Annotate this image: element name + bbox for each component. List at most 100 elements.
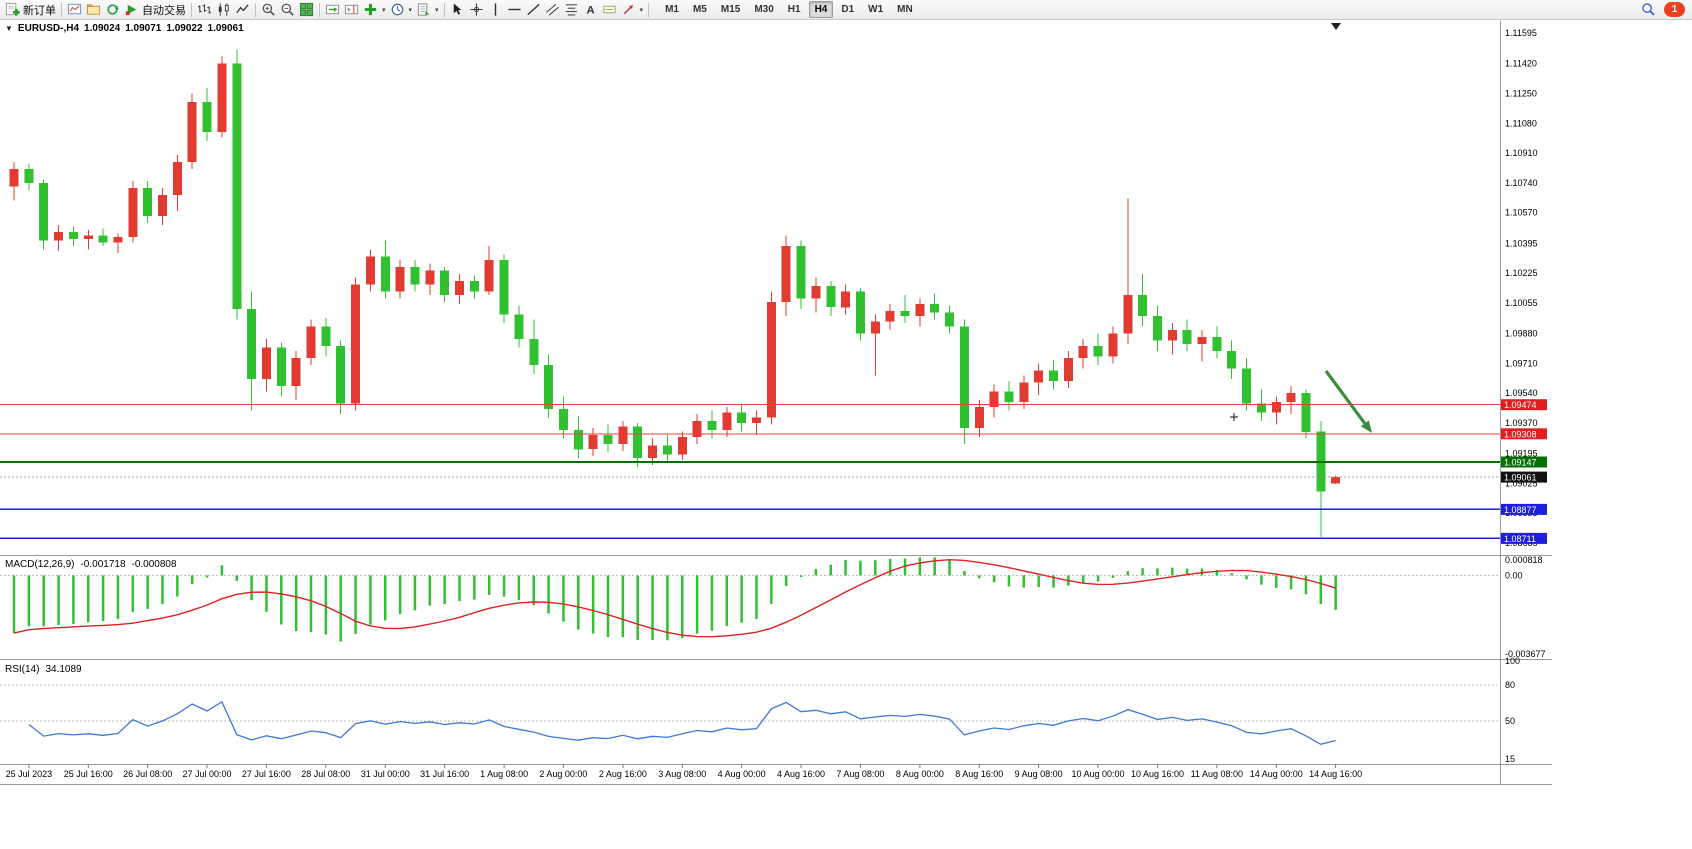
timeframe-button-d1[interactable]: D1 xyxy=(841,4,855,15)
autotrading-button[interactable]: 自动交易 xyxy=(122,1,188,19)
vertical-line-tool-button[interactable] xyxy=(486,1,505,19)
timeframe-button-m5[interactable]: M5 xyxy=(692,4,707,15)
refresh-button[interactable] xyxy=(103,1,122,19)
toolbar-separator xyxy=(255,2,256,17)
profiles-button[interactable] xyxy=(84,1,103,19)
macd-main-value: -0.001718 xyxy=(80,559,126,570)
tile-windows-button[interactable] xyxy=(297,1,316,19)
time-axis[interactable]: 25 Jul 2023 25 Jul 16:00 26 Jul 08:00 27 Ju… xyxy=(6,764,1363,780)
svg-text:3 Aug 08:00: 3 Aug 08:00 xyxy=(658,769,706,779)
timeframe-button-m30[interactable]: M30 xyxy=(754,4,774,15)
svg-text:25 Jul 16:00: 25 Jul 16:00 xyxy=(64,769,113,779)
macd-title: MACD(12,26,9) xyxy=(5,559,75,570)
svg-text:14 Aug 00:00: 14 Aug 00:00 xyxy=(1250,769,1303,779)
rsi-scale[interactable]: 100 80 50 15 xyxy=(1505,656,1520,764)
channel-icon xyxy=(545,3,559,16)
svg-text:11 Aug 08:00: 11 Aug 08:00 xyxy=(1191,769,1243,779)
candlestick-chart-button[interactable] xyxy=(214,1,233,19)
auto-scroll-button[interactable] xyxy=(323,1,342,19)
svg-text:1.10570: 1.10570 xyxy=(1505,208,1538,218)
zoom-in-button[interactable] xyxy=(259,1,278,19)
timeframe-button-m1[interactable]: M1 xyxy=(665,4,679,15)
svg-text:1.09370: 1.09370 xyxy=(1505,418,1538,428)
text-label-icon xyxy=(602,5,616,14)
tile-windows-icon xyxy=(299,2,314,17)
new-order-label: 新订单 xyxy=(23,4,56,17)
timeframe-button-m15[interactable]: M15 xyxy=(720,4,741,15)
toolbar-separator xyxy=(443,2,445,17)
price-lines-layer[interactable] xyxy=(0,404,1500,540)
svg-text:1 Aug 08:00: 1 Aug 08:00 xyxy=(480,769,528,779)
svg-text:28 Jul 08:00: 28 Jul 08:00 xyxy=(301,769,350,779)
templates-button[interactable]: ▾ xyxy=(414,1,441,19)
indicators-button[interactable]: ▾ xyxy=(361,1,388,19)
line-chart-button[interactable] xyxy=(233,1,252,19)
svg-text:1.10740: 1.10740 xyxy=(1505,178,1538,188)
toolbar-right: 1 xyxy=(1639,1,1689,19)
macd-indicator-label: MACD(12,26,9) -0.001718 -0.000808 xyxy=(5,559,177,570)
dropdown-caret-icon: ▾ xyxy=(408,6,413,14)
label-tool-button[interactable] xyxy=(600,1,619,19)
zoom-out-button[interactable] xyxy=(278,1,297,19)
new-chart-button[interactable] xyxy=(65,1,84,19)
crosshair-icon xyxy=(469,3,483,16)
fibonacci-tool-button[interactable] xyxy=(562,1,581,19)
svg-text:1.09710: 1.09710 xyxy=(1505,358,1538,368)
new-order-button[interactable]: 新订单 xyxy=(3,1,58,19)
search-button[interactable] xyxy=(1639,1,1658,19)
trendline-tool-button[interactable] xyxy=(524,1,543,19)
svg-text:15: 15 xyxy=(1505,754,1515,764)
timeframe-button-mn[interactable]: MN xyxy=(897,4,913,15)
svg-text:1.09540: 1.09540 xyxy=(1505,388,1538,398)
dropdown-caret-icon: ▾ xyxy=(639,6,644,14)
chart-collapse-icon[interactable]: ▼ xyxy=(5,24,13,33)
vertical-line-icon xyxy=(494,3,496,16)
rsi-indicator-label: RSI(14) 34.1089 xyxy=(5,664,82,675)
search-icon xyxy=(1642,3,1655,16)
svg-text:0.000818: 0.000818 xyxy=(1505,555,1543,565)
cursor-icon xyxy=(453,3,461,15)
annotations-layer[interactable] xyxy=(1230,370,1372,433)
arrows-tool-button[interactable]: ▾ xyxy=(619,1,646,19)
candles-layer xyxy=(9,49,1341,537)
price-tag-layer: 1.09474 1.09308 1.09147 1.09061 1.08877 1.087… xyxy=(1501,399,1547,544)
text-icon: A xyxy=(586,5,594,17)
chart-shift-marker[interactable] xyxy=(1331,23,1341,30)
macd-scale[interactable]: 0.000818 0.00 -0.003677 xyxy=(1505,555,1546,659)
svg-text:1.09880: 1.09880 xyxy=(1505,329,1538,339)
svg-text:1.09025: 1.09025 xyxy=(1505,478,1538,488)
auto-scroll-icon xyxy=(325,4,340,15)
chart-shift-icon xyxy=(344,4,359,15)
channel-tool-button[interactable] xyxy=(543,1,562,19)
periods-button[interactable]: ▾ xyxy=(388,1,415,19)
ohlc-close: 1.09061 xyxy=(207,23,244,34)
timeframe-button-w1[interactable]: W1 xyxy=(868,4,884,15)
svg-text:1.11080: 1.11080 xyxy=(1505,118,1537,128)
toolbar-separator xyxy=(191,2,192,17)
timeframe-button-h4[interactable]: H4 xyxy=(808,1,834,18)
timeframe-button-h1[interactable]: H1 xyxy=(787,4,801,15)
macd-signal-value: -0.000808 xyxy=(131,559,177,570)
svg-text:1.08877: 1.08877 xyxy=(1504,505,1537,515)
price-scale[interactable]: 1.11595 1.11420 1.11250 1.11080 1.10910 1.107… xyxy=(1505,28,1538,548)
svg-text:1.10055: 1.10055 xyxy=(1505,298,1538,308)
ohlc-low: 1.09022 xyxy=(166,23,203,34)
symbol-name: EURUSD-,H4 xyxy=(17,23,80,34)
bar-chart-button[interactable] xyxy=(195,1,214,19)
svg-text:8 Aug 16:00: 8 Aug 16:00 xyxy=(955,769,1003,779)
svg-text:1.09061: 1.09061 xyxy=(1504,473,1537,483)
horizontal-line-tool-button[interactable] xyxy=(505,1,524,19)
panel-borders xyxy=(0,21,1552,785)
cursor-tool-button[interactable] xyxy=(448,1,467,19)
svg-text:1.08711: 1.08711 xyxy=(1504,534,1536,544)
notification-badge[interactable]: 1 xyxy=(1664,2,1685,17)
chart-shift-button[interactable] xyxy=(342,1,361,19)
text-tool-button[interactable]: A xyxy=(581,1,600,19)
dropdown-caret-icon: ▾ xyxy=(382,6,386,14)
svg-text:10 Aug 16:00: 10 Aug 16:00 xyxy=(1131,769,1184,779)
toolbar-separator xyxy=(648,2,650,17)
crosshair-tool-button[interactable] xyxy=(467,1,486,19)
svg-text:10 Aug 00:00: 10 Aug 00:00 xyxy=(1071,769,1124,779)
